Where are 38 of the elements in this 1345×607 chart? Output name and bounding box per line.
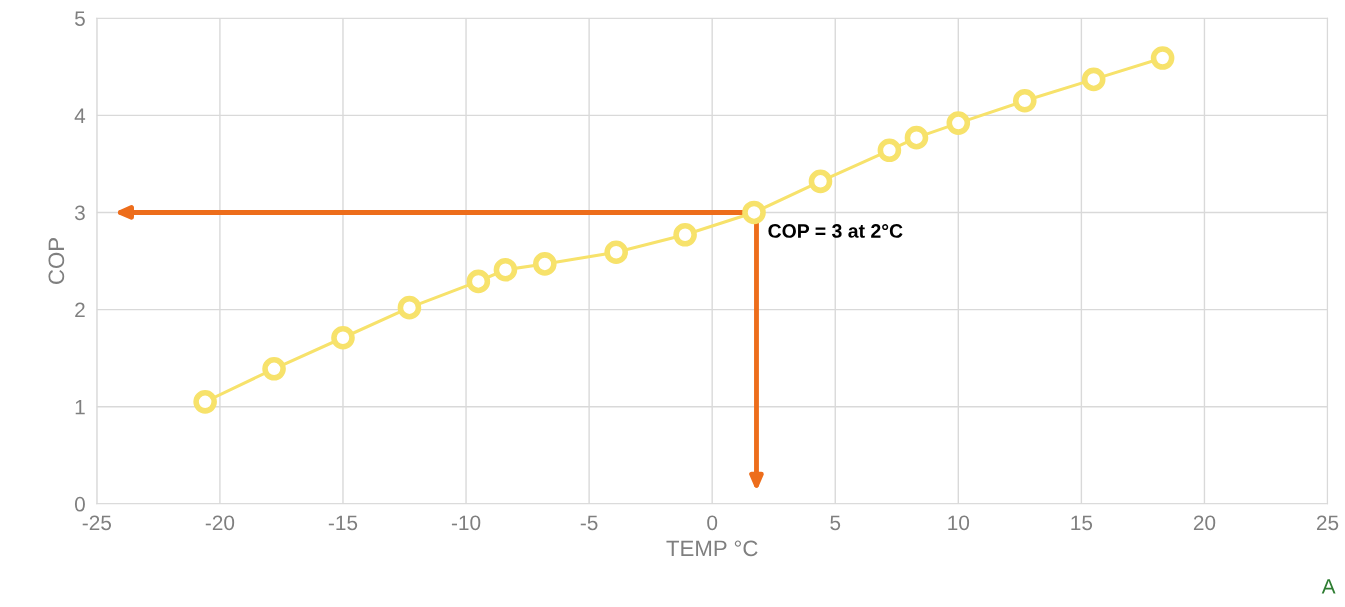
point xyxy=(466,269,491,294)
point xyxy=(1012,88,1037,113)
x-tick-label: -15 xyxy=(328,515,358,531)
x-tick-label: 10 xyxy=(948,515,970,531)
x-tick-label: -25 xyxy=(82,515,112,531)
point xyxy=(397,295,422,320)
text: A xyxy=(1321,579,1336,594)
y-tick-label: 3 xyxy=(74,205,85,221)
x-tick-label: 0 xyxy=(707,515,718,531)
point xyxy=(604,240,628,265)
point xyxy=(1081,67,1106,92)
point xyxy=(533,252,557,276)
y-tick-label: 0 xyxy=(74,496,85,512)
x-tick-label: 25 xyxy=(1316,515,1339,531)
x-tick-label: 20 xyxy=(1193,515,1216,531)
point xyxy=(904,125,929,150)
point xyxy=(1150,46,1175,70)
point xyxy=(193,390,217,414)
x-tick-label: 15 xyxy=(1071,515,1093,531)
y-tick-label: 4 xyxy=(74,108,86,123)
point xyxy=(946,111,971,135)
x-tick-label: -20 xyxy=(205,515,235,531)
y-tick-label: 1 xyxy=(75,399,85,415)
annotation: COP = 3 at 2°C xyxy=(768,224,903,238)
point xyxy=(262,357,286,381)
point xyxy=(673,222,697,247)
point xyxy=(877,138,902,163)
x-axis-title: TEMP °C xyxy=(666,540,758,557)
y-tick-label: 5 xyxy=(74,11,85,26)
point xyxy=(808,169,833,194)
point xyxy=(493,257,518,282)
y-tick-label: 2 xyxy=(75,302,85,318)
x-tick-label: -10 xyxy=(451,515,481,531)
y-axis-title: COP xyxy=(48,238,65,284)
point xyxy=(331,325,355,350)
point xyxy=(742,200,766,225)
x-tick-label: -5 xyxy=(580,515,598,531)
x-tick-label: 5 xyxy=(830,515,841,531)
